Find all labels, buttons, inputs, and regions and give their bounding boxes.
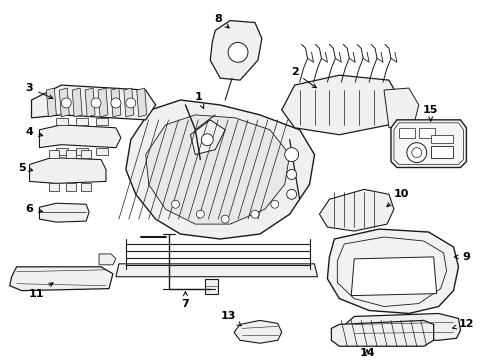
Circle shape bbox=[287, 189, 296, 199]
Text: 9: 9 bbox=[454, 252, 470, 262]
Polygon shape bbox=[40, 203, 89, 222]
Circle shape bbox=[172, 200, 179, 208]
Polygon shape bbox=[10, 267, 113, 291]
Polygon shape bbox=[384, 88, 419, 128]
Circle shape bbox=[91, 98, 101, 108]
Polygon shape bbox=[391, 120, 466, 167]
Polygon shape bbox=[191, 120, 225, 154]
Circle shape bbox=[221, 215, 229, 223]
Text: 7: 7 bbox=[182, 292, 189, 309]
Circle shape bbox=[201, 134, 213, 146]
Polygon shape bbox=[319, 189, 394, 231]
Polygon shape bbox=[96, 118, 108, 125]
Bar bbox=[419, 128, 435, 138]
Polygon shape bbox=[337, 237, 446, 306]
Polygon shape bbox=[56, 148, 68, 154]
Circle shape bbox=[126, 98, 136, 108]
Polygon shape bbox=[344, 314, 461, 340]
Circle shape bbox=[111, 98, 121, 108]
Polygon shape bbox=[146, 115, 290, 224]
Circle shape bbox=[287, 170, 296, 179]
Text: 11: 11 bbox=[29, 283, 53, 298]
Polygon shape bbox=[98, 88, 108, 117]
Circle shape bbox=[228, 42, 248, 62]
Polygon shape bbox=[327, 229, 459, 314]
Circle shape bbox=[271, 200, 279, 208]
Polygon shape bbox=[124, 88, 134, 117]
Polygon shape bbox=[66, 183, 76, 192]
Bar bbox=[431, 146, 453, 158]
Circle shape bbox=[196, 210, 204, 218]
Text: 4: 4 bbox=[25, 127, 43, 137]
Bar bbox=[399, 128, 415, 138]
Circle shape bbox=[407, 143, 427, 163]
Polygon shape bbox=[76, 118, 88, 125]
Polygon shape bbox=[66, 150, 76, 158]
Text: 10: 10 bbox=[387, 189, 409, 207]
Polygon shape bbox=[81, 183, 91, 192]
Text: 12: 12 bbox=[453, 319, 474, 329]
Text: 5: 5 bbox=[18, 162, 33, 172]
Polygon shape bbox=[116, 264, 318, 277]
Polygon shape bbox=[351, 257, 437, 296]
Text: 6: 6 bbox=[25, 204, 43, 214]
Circle shape bbox=[412, 148, 422, 158]
Circle shape bbox=[285, 148, 298, 162]
Circle shape bbox=[251, 210, 259, 218]
Text: 3: 3 bbox=[25, 83, 53, 99]
Polygon shape bbox=[59, 88, 69, 117]
Bar bbox=[431, 135, 453, 143]
Polygon shape bbox=[81, 150, 91, 158]
Polygon shape bbox=[205, 279, 218, 294]
Text: 2: 2 bbox=[291, 67, 317, 88]
Circle shape bbox=[61, 98, 71, 108]
Polygon shape bbox=[72, 88, 82, 117]
Text: 15: 15 bbox=[423, 105, 439, 121]
Polygon shape bbox=[210, 21, 262, 80]
Polygon shape bbox=[126, 100, 315, 239]
Polygon shape bbox=[85, 88, 95, 117]
Polygon shape bbox=[99, 254, 116, 265]
Polygon shape bbox=[234, 320, 282, 343]
Text: 1: 1 bbox=[195, 92, 204, 108]
Polygon shape bbox=[394, 123, 464, 165]
Polygon shape bbox=[49, 150, 59, 158]
Polygon shape bbox=[49, 183, 59, 192]
Polygon shape bbox=[31, 85, 156, 120]
Polygon shape bbox=[111, 88, 121, 117]
Text: 14: 14 bbox=[359, 348, 375, 358]
Polygon shape bbox=[282, 75, 399, 135]
Polygon shape bbox=[56, 118, 68, 125]
Text: 8: 8 bbox=[214, 14, 229, 28]
Polygon shape bbox=[40, 125, 121, 148]
Polygon shape bbox=[29, 158, 106, 183]
Polygon shape bbox=[47, 88, 56, 117]
Polygon shape bbox=[331, 320, 434, 346]
Polygon shape bbox=[137, 88, 147, 117]
Text: 13: 13 bbox=[220, 311, 241, 326]
Polygon shape bbox=[76, 148, 88, 154]
Polygon shape bbox=[96, 148, 108, 154]
